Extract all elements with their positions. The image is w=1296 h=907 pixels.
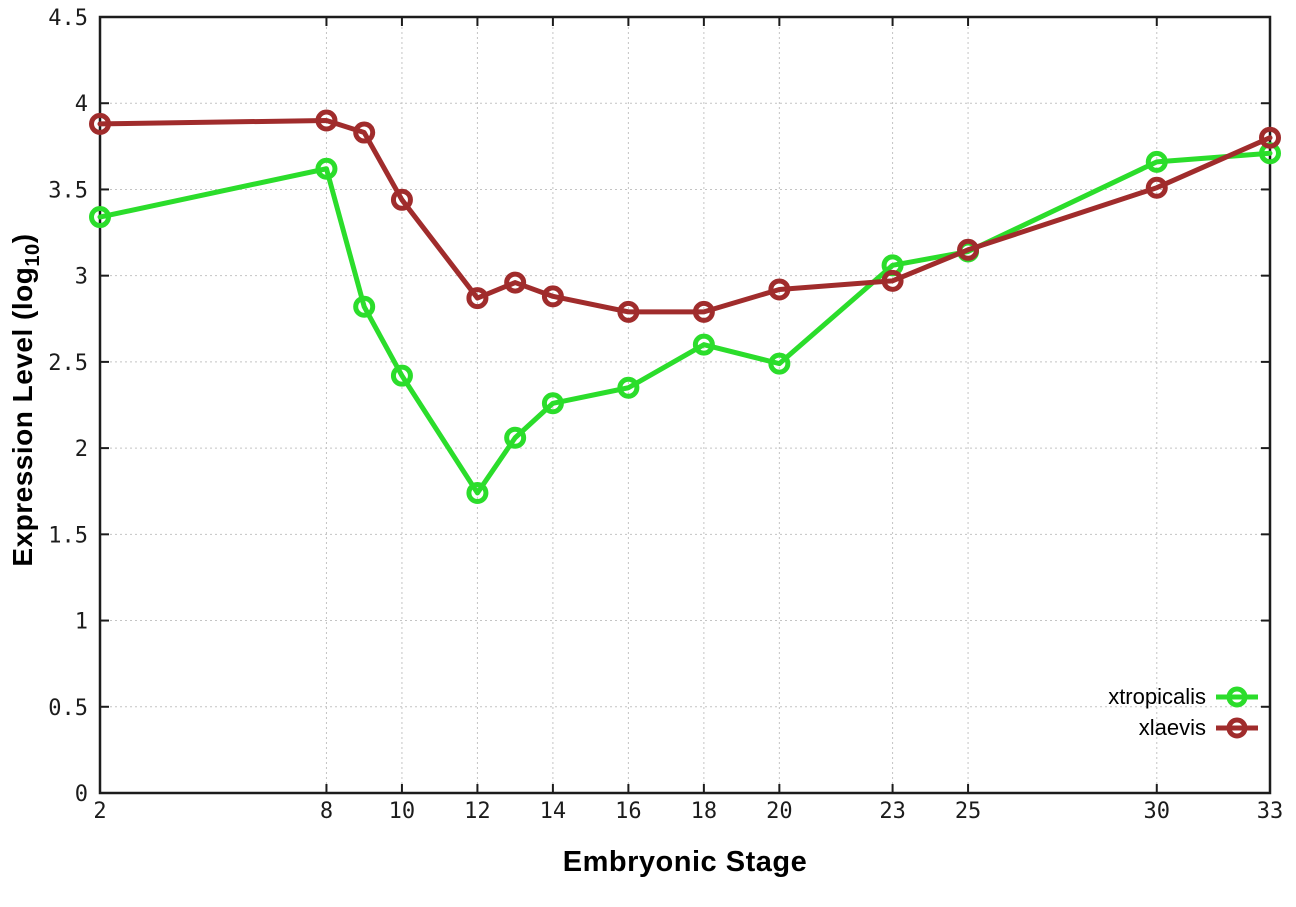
data-point-xlaevis-stage-13 bbox=[504, 271, 527, 294]
data-point-xtropicalis-stage-14 bbox=[541, 392, 564, 415]
data-point-xtropicalis-stage-2 bbox=[89, 206, 111, 229]
y-tick-label: 4 bbox=[75, 92, 88, 117]
data-point-xlaevis-stage-9 bbox=[353, 121, 376, 144]
legend-item-xtropicalis: xtropicalis bbox=[1108, 683, 1260, 711]
data-point-xtropicalis-stage-9 bbox=[353, 295, 376, 318]
legend-label-xtropicalis: xtropicalis bbox=[1108, 684, 1206, 709]
y-tick-label: 3 bbox=[75, 265, 88, 290]
data-point-xlaevis-stage-23 bbox=[881, 269, 904, 292]
data-point-xlaevis-stage-12 bbox=[466, 287, 489, 310]
y-tick-label: 3.5 bbox=[48, 178, 88, 203]
legend: xtropicalis xlaevis bbox=[1108, 683, 1260, 742]
x-tick-label: 23 bbox=[879, 799, 906, 824]
x-axis-title: Embryonic Stage bbox=[562, 846, 808, 878]
legend-label-xlaevis: xlaevis bbox=[1138, 715, 1206, 740]
x-tick-label: 33 bbox=[1257, 799, 1284, 824]
y-tick-label: 0 bbox=[75, 782, 88, 807]
data-point-xlaevis-stage-30 bbox=[1145, 176, 1168, 199]
data-point-xlaevis-stage-20 bbox=[768, 278, 791, 301]
y-axis-title-close: ) bbox=[7, 233, 39, 244]
x-tick-label: 18 bbox=[691, 799, 718, 824]
x-tick-label: 12 bbox=[464, 799, 491, 824]
data-point-xtropicalis-stage-18 bbox=[692, 333, 715, 356]
data-point-xtropicalis-stage-8 bbox=[315, 157, 338, 180]
x-tick-label: 16 bbox=[615, 799, 642, 824]
data-point-xlaevis-stage-18 bbox=[692, 300, 715, 323]
legend-marker-xtropicalis bbox=[1216, 686, 1258, 708]
y-tick-label: 2 bbox=[75, 437, 88, 462]
y-axis-title: Expression Level (log10) bbox=[7, 233, 45, 566]
legend-circle-icon bbox=[1226, 717, 1248, 739]
y-tick-label: 0.5 bbox=[48, 696, 88, 721]
data-point-xlaevis-stage-25 bbox=[957, 238, 980, 261]
legend-item-xlaevis: xlaevis bbox=[1139, 714, 1260, 742]
data-point-xtropicalis-stage-30 bbox=[1145, 150, 1168, 173]
legend-circle-icon bbox=[1226, 686, 1248, 708]
y-axis-title-text: Expression Level (log bbox=[7, 266, 39, 567]
x-tick-label: 10 bbox=[389, 799, 416, 824]
y-tick-label: 2.5 bbox=[48, 351, 88, 376]
data-point-xtropicalis-stage-20 bbox=[768, 352, 791, 375]
data-point-xtropicalis-stage-16 bbox=[617, 376, 640, 399]
x-tick-label: 2 bbox=[93, 799, 106, 824]
y-tick-label: 1.5 bbox=[48, 523, 88, 548]
series-line-xtropicalis bbox=[97, 150, 1273, 496]
y-tick-label: 4.5 bbox=[48, 6, 88, 31]
x-tick-label: 20 bbox=[766, 799, 793, 824]
legend-marker-xlaevis bbox=[1216, 717, 1258, 739]
series-line-xlaevis bbox=[97, 117, 1273, 315]
data-point-xlaevis-stage-8 bbox=[315, 109, 338, 132]
data-point-xlaevis-stage-33 bbox=[1259, 126, 1281, 149]
x-tick-label: 25 bbox=[955, 799, 982, 824]
data-point-xlaevis-stage-14 bbox=[541, 285, 564, 308]
data-point-xlaevis-stage-10 bbox=[390, 188, 413, 211]
x-tick-label: 8 bbox=[320, 799, 333, 824]
data-point-xtropicalis-stage-10 bbox=[390, 364, 413, 387]
y-axis-title-subscript: 10 bbox=[21, 243, 44, 267]
data-point-xtropicalis-stage-13 bbox=[504, 426, 527, 449]
data-point-xlaevis-stage-16 bbox=[617, 300, 640, 323]
x-tick-label: 30 bbox=[1144, 799, 1171, 824]
x-tick-label: 14 bbox=[540, 799, 567, 824]
plot-border bbox=[98, 15, 1272, 795]
y-tick-label: 1 bbox=[75, 610, 88, 635]
data-point-xtropicalis-stage-12 bbox=[466, 481, 489, 504]
data-point-xlaevis-stage-2 bbox=[89, 112, 111, 135]
